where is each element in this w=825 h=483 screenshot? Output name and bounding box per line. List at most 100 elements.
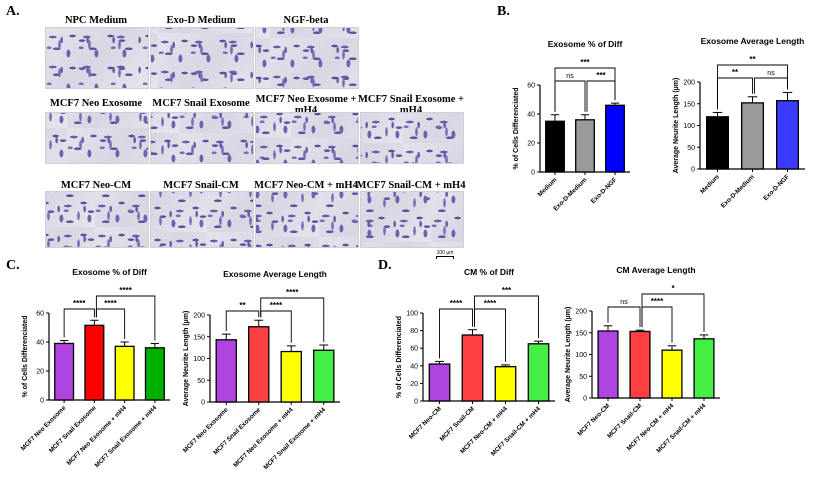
significance-bracket — [439, 308, 473, 359]
significance-bracket — [754, 77, 788, 94]
y-tick-label: 50 — [687, 145, 695, 152]
y-tick-label: 0 — [201, 400, 205, 407]
micrograph-label: Exo-D Medium — [166, 15, 236, 26]
bar — [597, 330, 619, 399]
significance-bracket — [641, 293, 705, 332]
micrograph-label: NGF-beta — [283, 15, 329, 26]
x-tick-label: Exo-D-Medium — [720, 173, 756, 209]
chart-title: Exosome Average Length — [701, 36, 805, 46]
bar — [776, 100, 800, 170]
bar — [428, 363, 451, 402]
y-axis-label: Average Neurite Length (µm) — [183, 311, 190, 407]
micrograph-image — [255, 27, 359, 89]
x-tick-label: Exo-D-NGF — [590, 176, 619, 205]
y-tick-label: 100 — [193, 356, 205, 363]
significance-label: ns — [767, 70, 775, 77]
scale-bar: 100 µm — [436, 250, 454, 259]
significance-label: **** — [104, 299, 117, 308]
bar — [54, 342, 75, 401]
micrograph-label: MCF7 Neo Exosome — [49, 98, 143, 109]
significance-label: ns — [566, 73, 574, 80]
y-tick-label: 150 — [193, 334, 205, 341]
significance-label: *** — [580, 58, 590, 67]
scale-bar-label: 100 µm — [436, 250, 454, 256]
y-tick-label: 150 — [575, 330, 587, 337]
bar — [575, 119, 595, 173]
y-tick-label: 40 — [527, 112, 535, 119]
micrograph-image — [150, 27, 254, 89]
bar — [706, 116, 730, 170]
bar — [114, 345, 135, 401]
y-tick-label: 60 — [410, 346, 418, 353]
significance-label: **** — [73, 299, 86, 308]
x-tick-label: MCF7 Snail Exosome + mH4 — [262, 406, 327, 471]
y-tick-label: 200 — [193, 313, 205, 320]
y-tick-label: 80 — [410, 328, 418, 335]
bar — [215, 339, 237, 403]
significance-bracket — [63, 308, 95, 338]
micrograph-image — [45, 27, 149, 89]
bar — [527, 343, 550, 402]
bar — [144, 347, 165, 401]
panel-label-a: A. — [6, 4, 20, 19]
micrograph-label: MCF7 Neo Exosome + mH4 — [255, 94, 357, 116]
significance-label: *** — [502, 286, 512, 295]
significance-label: **** — [651, 297, 664, 306]
bar — [84, 324, 105, 401]
significance-label: * — [671, 284, 675, 293]
significance-label: **** — [286, 288, 299, 297]
y-tick-label: 0 — [691, 167, 695, 174]
micrograph-image — [360, 112, 464, 164]
bar — [248, 326, 270, 403]
micrograph-label: MCF7 Snail-CM — [163, 180, 239, 191]
panel-label-c: C. — [6, 258, 20, 273]
significance-label: **** — [119, 286, 132, 295]
bar — [313, 349, 335, 403]
significance-bracket — [225, 310, 260, 332]
y-tick-label: 100 — [575, 352, 587, 359]
significance-label: ns — [620, 299, 628, 306]
significance-label: ** — [732, 68, 739, 77]
y-tick-label: 200 — [683, 80, 695, 87]
x-tick-label: MCF7 Neo Exosome + mH4 — [232, 406, 295, 469]
y-tick-label: 60 — [527, 83, 535, 90]
bar — [494, 366, 517, 402]
chart-title: CM % of Diff — [464, 267, 514, 277]
significance-label: ** — [749, 55, 756, 64]
bar — [280, 350, 302, 403]
x-tick-label: MCF7 Neo-CM — [576, 402, 611, 437]
micrograph-image — [45, 191, 149, 248]
significance-bracket — [554, 67, 616, 112]
significance-bracket — [554, 80, 586, 112]
x-tick-label: MCF7 Neo Exosome + mH4 — [66, 404, 129, 467]
x-tick-label: Medium — [699, 173, 721, 195]
scale-bar-line — [436, 256, 454, 259]
y-tick-label: 100 — [406, 311, 418, 318]
significance-bracket — [95, 295, 156, 341]
y-tick-label: 0 — [40, 398, 44, 405]
y-tick-label: 50 — [197, 378, 205, 385]
significance-label: ** — [239, 301, 246, 310]
y-axis-label: % of Cells Differenciated — [513, 87, 520, 169]
micrograph-label: MCF7 Snail-CM + mH4 — [356, 180, 466, 191]
x-tick-label: MCF7 Neo-CM — [408, 405, 443, 440]
y-axis-label: % of Cells Differenciated — [396, 316, 403, 398]
y-axis-label: Average Neurite Length (µm) — [673, 78, 680, 174]
bar — [461, 334, 484, 402]
y-tick-label: 20 — [36, 369, 44, 376]
y-tick-label: 40 — [410, 363, 418, 370]
significance-bracket — [717, 64, 788, 110]
chart-title: Exosome % of Diff — [72, 267, 147, 277]
y-tick-label: 0 — [414, 399, 418, 406]
bar — [693, 338, 715, 399]
x-tick-label: MCF7 Snail-CM — [439, 405, 476, 442]
significance-bracket — [260, 297, 325, 343]
micrograph-image — [255, 112, 359, 164]
significance-label: **** — [484, 299, 497, 308]
y-axis-label: % of Cells Differenciated — [22, 315, 29, 397]
micrograph-image — [150, 191, 254, 248]
x-tick-label: MCF7 Snail Exosome + mH4 — [94, 404, 159, 469]
panel-label-b: B. — [497, 4, 510, 19]
bar — [545, 120, 565, 173]
